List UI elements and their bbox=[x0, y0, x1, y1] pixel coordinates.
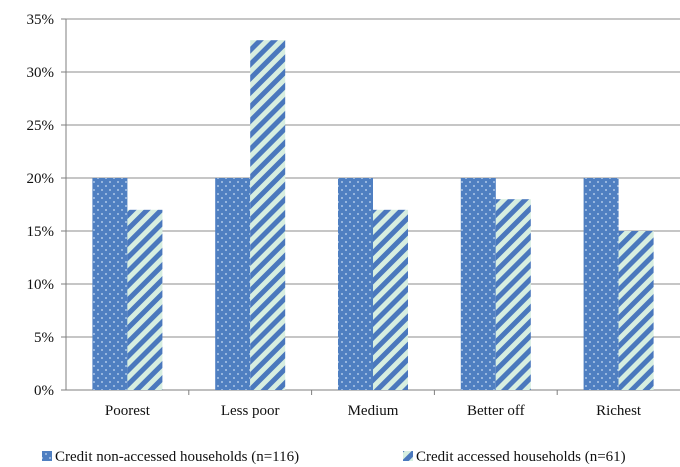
x-tick-label: Less poor bbox=[221, 403, 280, 419]
legend: Credit non-accessed households (n=116) Cr… bbox=[42, 449, 626, 465]
y-tick-label: 5% bbox=[34, 330, 54, 346]
x-tick-label: Better off bbox=[467, 403, 525, 419]
y-tick-labels: 0% 5% 10% 15% 20% 25% 30% 35% bbox=[27, 12, 55, 399]
bar-non-accessed-better-off bbox=[460, 178, 496, 390]
bar-accessed-poorest bbox=[127, 209, 163, 390]
x-tick-label: Medium bbox=[348, 403, 399, 419]
bar-non-accessed-richest bbox=[583, 178, 619, 390]
legend-label: Credit accessed households (n=61) bbox=[416, 449, 626, 465]
bar-non-accessed-poorest bbox=[92, 178, 128, 390]
y-tick-label: 20% bbox=[27, 171, 55, 187]
y-tick-label: 0% bbox=[34, 383, 54, 399]
x-tick-label: Richest bbox=[596, 403, 642, 419]
bars bbox=[92, 40, 654, 390]
bar-non-accessed-less-poor bbox=[215, 178, 251, 390]
legend-label: Credit non-accessed households (n=116) bbox=[55, 449, 299, 465]
y-tick-label: 10% bbox=[27, 277, 55, 293]
bar-accessed-medium bbox=[373, 209, 408, 390]
bar-accessed-less-poor bbox=[250, 40, 286, 390]
x-tick-labels: Poorest Less poor Medium Better off Richest bbox=[105, 403, 642, 419]
y-tick-label: 15% bbox=[27, 224, 55, 240]
x-tick-label: Poorest bbox=[105, 403, 151, 419]
y-tick-label: 25% bbox=[27, 118, 55, 134]
legend-swatch bbox=[42, 451, 52, 461]
y-tick-label: 30% bbox=[27, 65, 55, 81]
bar-accessed-richest bbox=[618, 231, 654, 390]
bar-accessed-better-off bbox=[495, 199, 531, 390]
legend-swatch bbox=[403, 451, 413, 461]
bar-non-accessed-medium bbox=[338, 178, 373, 390]
y-tick-label: 35% bbox=[27, 12, 55, 28]
